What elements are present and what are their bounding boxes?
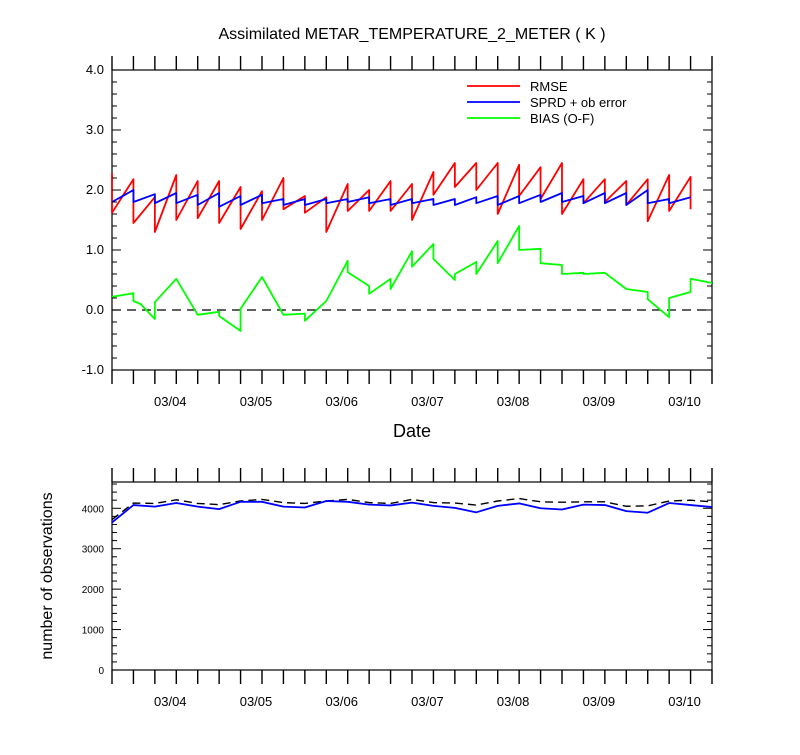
top-panel: Assimilated METAR_TEMPERATURE_2_METER ( … bbox=[82, 26, 713, 441]
y-tick-label: 2.0 bbox=[86, 182, 104, 197]
x-tick-label: 03/06 bbox=[325, 694, 358, 709]
legend-label: BIAS (O-F) bbox=[530, 111, 594, 126]
legend-label: RMSE bbox=[530, 79, 568, 94]
x-tick-label: 03/10 bbox=[668, 694, 701, 709]
x-tick-label: 03/06 bbox=[325, 394, 358, 409]
y-tick-label: 0 bbox=[98, 666, 104, 677]
series-line-sprd-ob-error bbox=[111, 189, 691, 208]
y-tick-label: -1.0 bbox=[82, 362, 104, 377]
top-plot-area bbox=[111, 162, 713, 332]
x-tick-label: 03/08 bbox=[497, 694, 530, 709]
y-tick-label: 2000 bbox=[82, 585, 105, 596]
x-axis-title: Date bbox=[393, 421, 431, 441]
top-axis-ticks: -1.0 0.0 1.0 2.0 3.0 4.0 03/04 03/05 03/06 03/07 0… bbox=[82, 56, 713, 409]
y-tick-label: 0.0 bbox=[86, 302, 104, 317]
y-tick-label: 3000 bbox=[82, 545, 105, 556]
x-tick-label: 03/09 bbox=[583, 394, 616, 409]
x-tick-label: 03/10 bbox=[668, 394, 701, 409]
chart-title: Assimilated METAR_TEMPERATURE_2_METER ( … bbox=[218, 26, 605, 43]
bottom-plot-area bbox=[111, 497, 713, 524]
x-tick-label: 03/09 bbox=[583, 694, 616, 709]
y-tick-label: 1000 bbox=[82, 626, 105, 637]
series-line-rmse bbox=[111, 162, 692, 233]
series-line-assimilated bbox=[111, 500, 713, 524]
y-tick-label: 4000 bbox=[82, 504, 105, 515]
bottom-panel: 0 1000 2000 3000 4000 03/04 03/05 03/06 03/07 03/… bbox=[39, 468, 713, 709]
x-tick-label: 03/04 bbox=[154, 694, 187, 709]
x-tick-label: 03/07 bbox=[411, 694, 444, 709]
series-line-bias-o-f bbox=[111, 225, 713, 332]
x-tick-label: 03/08 bbox=[497, 394, 530, 409]
x-tick-label: 03/04 bbox=[154, 394, 187, 409]
y-tick-label: 4.0 bbox=[86, 62, 104, 77]
series-line-possible bbox=[111, 497, 713, 521]
y-axis-title-observations: number of observations bbox=[39, 492, 56, 659]
x-tick-label: 03/07 bbox=[411, 394, 444, 409]
x-tick-label: 03/05 bbox=[240, 394, 273, 409]
bottom-axis-ticks: 0 1000 2000 3000 4000 03/04 03/05 03/06 03/07 03/… bbox=[82, 468, 713, 709]
y-tick-label: 3.0 bbox=[86, 122, 104, 137]
legend-label: SPRD + ob error bbox=[530, 95, 627, 110]
y-tick-label: 1.0 bbox=[86, 242, 104, 257]
x-tick-label: 03/05 bbox=[240, 694, 273, 709]
